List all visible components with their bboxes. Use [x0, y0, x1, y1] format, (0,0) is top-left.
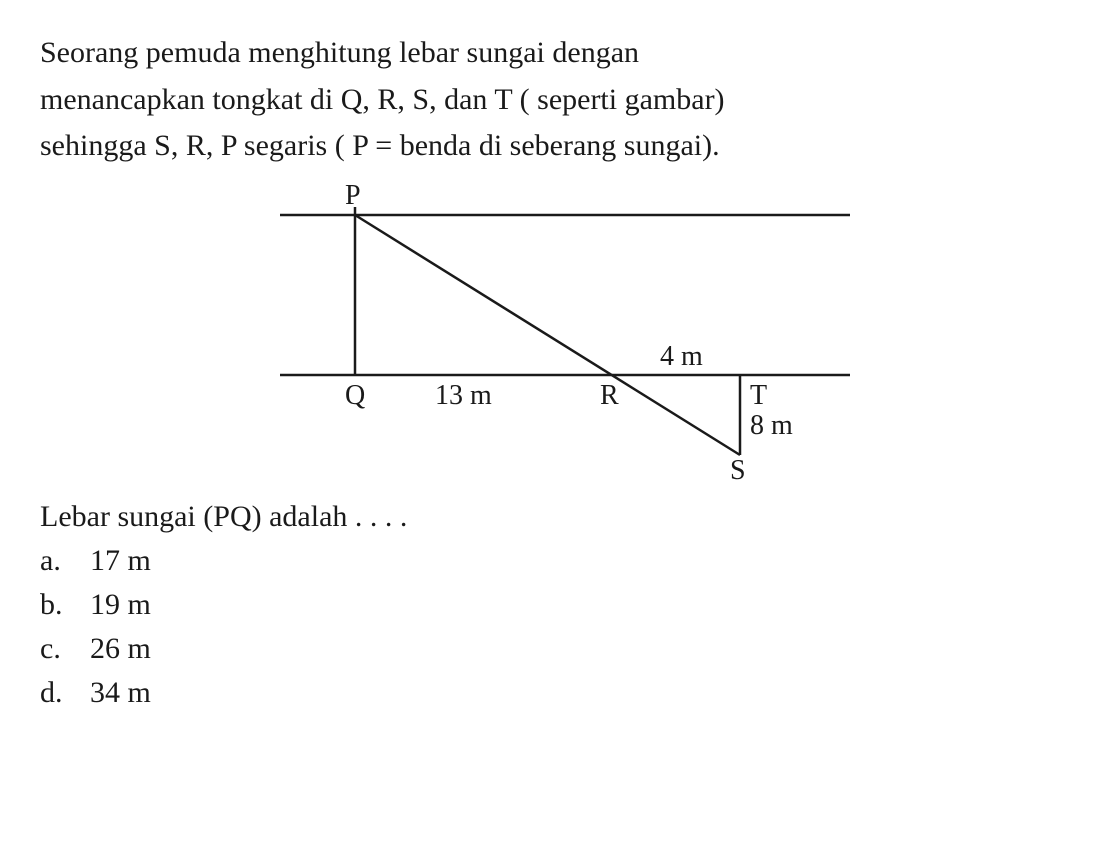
label-13m: 13 m [435, 380, 492, 412]
option-d-text: 34 m [90, 676, 151, 710]
option-d-letter: d. [40, 676, 90, 710]
option-c-text: 26 m [90, 632, 151, 666]
label-4m: 4 m [660, 341, 703, 373]
question-line-2: menancapkan tongkat di Q, R, S, dan T ( … [40, 83, 725, 116]
label-p: P [345, 180, 361, 212]
answer-prompt: Lebar sungai (PQ) adalah . . . . [40, 500, 1080, 534]
label-r: R [600, 380, 619, 412]
option-a: a. 17 m [40, 544, 1080, 578]
label-s: S [730, 455, 746, 487]
option-c-letter: c. [40, 632, 90, 666]
question-line-3: sehingga S, R, P segaris ( P = benda di … [40, 129, 720, 162]
river-diagram: P Q R T S 13 m 4 m 8 m [260, 185, 860, 475]
options-list: a. 17 m b. 19 m c. 26 m d. 34 m [40, 544, 1080, 710]
option-a-text: 17 m [90, 544, 151, 578]
label-8m: 8 m [750, 410, 793, 442]
option-b-text: 19 m [90, 588, 151, 622]
question-line-1: Seorang pemuda menghitung lebar sungai d… [40, 36, 639, 69]
question-text: Seorang pemuda menghitung lebar sungai d… [40, 30, 1080, 170]
option-d: d. 34 m [40, 676, 1080, 710]
option-b-letter: b. [40, 588, 90, 622]
option-a-letter: a. [40, 544, 90, 578]
label-t: T [750, 380, 767, 412]
diagram-container: P Q R T S 13 m 4 m 8 m [40, 185, 1080, 475]
ps-line [355, 215, 740, 455]
option-c: c. 26 m [40, 632, 1080, 666]
label-q: Q [345, 380, 365, 412]
option-b: b. 19 m [40, 588, 1080, 622]
